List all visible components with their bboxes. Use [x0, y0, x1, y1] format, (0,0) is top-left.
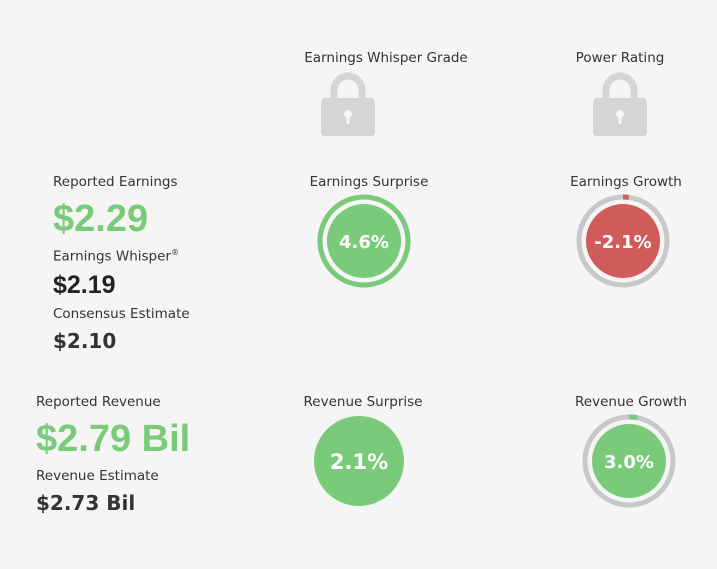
gauge-fill	[327, 204, 401, 278]
revenue-estimate-value: $2.73 Bil	[36, 491, 136, 515]
power-rating-label: Power Rating	[575, 50, 665, 66]
revenue-estimate-label: Revenue Estimate	[36, 468, 159, 484]
reported-revenue-value: $2.79 Bil	[36, 418, 191, 460]
earnings-surprise-gauge: 4.6%	[317, 194, 411, 288]
whisper-grade-label: Earnings Whisper Grade	[304, 50, 468, 66]
lock-icon[interactable]	[321, 70, 375, 136]
revenue-surprise-value: 2.1%	[330, 450, 388, 474]
consensus-estimate-label: Consensus Estimate	[53, 306, 190, 322]
revenue-surprise-label: Revenue Surprise	[303, 394, 423, 410]
revenue-growth-label: Revenue Growth	[575, 394, 687, 410]
gauge-progress-arc	[582, 414, 676, 508]
earnings-growth-gauge: -2.1%	[576, 194, 670, 288]
reported-earnings-label: Reported Earnings	[53, 174, 178, 190]
reported-revenue-label: Reported Revenue	[36, 394, 161, 410]
gauge-fill	[592, 424, 666, 498]
lock-icon[interactable]	[593, 70, 647, 136]
consensus-estimate-value: $2.10	[53, 329, 117, 353]
earnings-growth-label: Earnings Growth	[570, 174, 682, 190]
gauge-fill	[314, 416, 404, 506]
gauge-progress-arc	[576, 194, 670, 288]
reported-earnings-value: $2.29	[53, 198, 149, 240]
revenue-growth-gauge: 3.0%	[582, 414, 676, 508]
gauge-progress-arc	[317, 194, 411, 288]
earnings-surprise-value: 4.6%	[339, 232, 389, 253]
earnings-whisper-label: Earnings Whisper®	[53, 248, 179, 265]
revenue-growth-value: 3.0%	[604, 452, 654, 473]
gauge-fill	[586, 204, 660, 278]
earnings-whisper-value: $2.19	[53, 271, 116, 299]
earnings-growth-value: -2.1%	[594, 232, 651, 253]
earnings-surprise-label: Earnings Surprise	[309, 174, 429, 190]
revenue-surprise-gauge: 2.1%	[314, 416, 404, 506]
